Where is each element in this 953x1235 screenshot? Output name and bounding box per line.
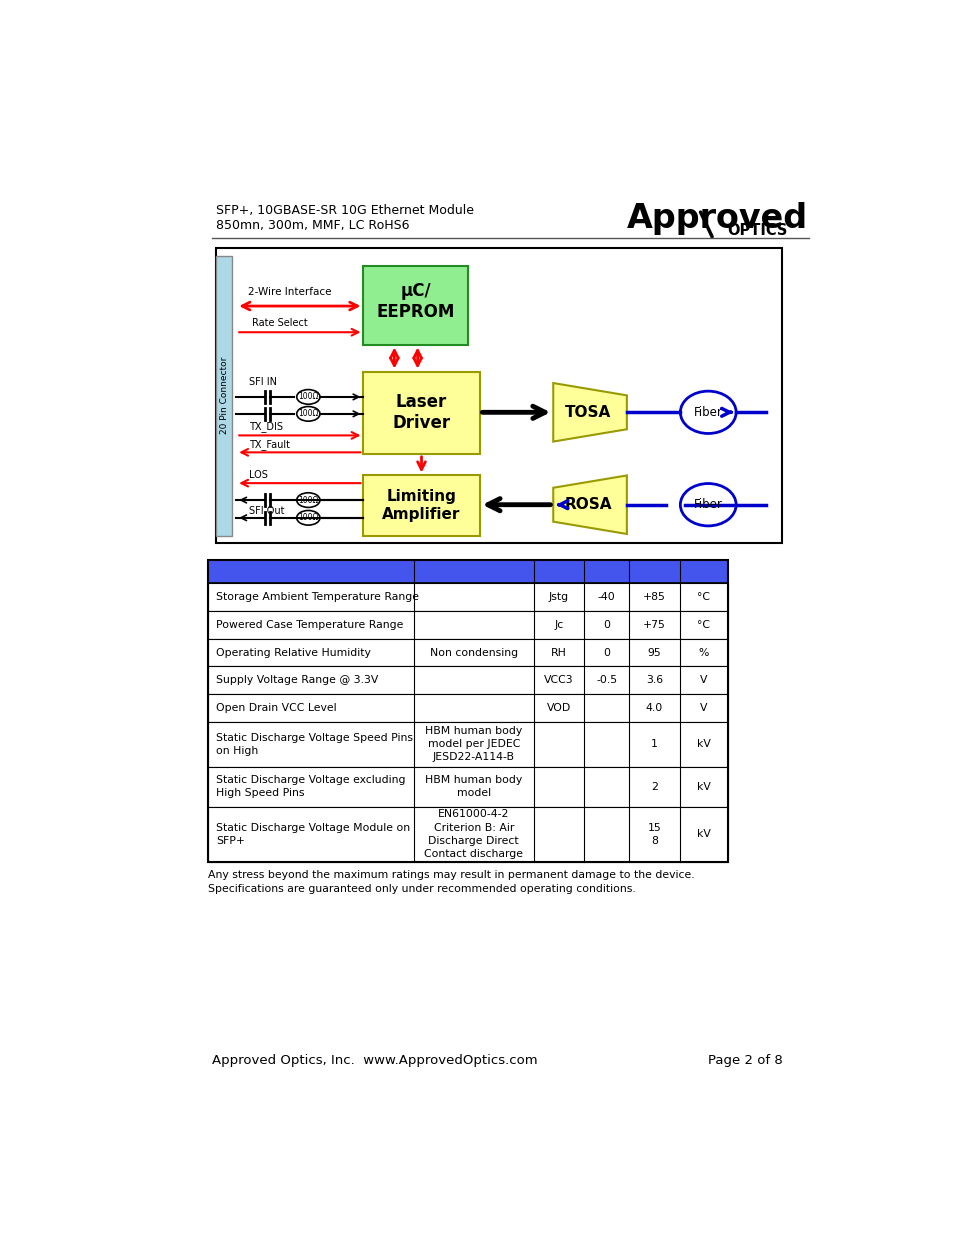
Text: Approved Optics, Inc.  www.ApprovedOptics.com: Approved Optics, Inc. www.ApprovedOptics… bbox=[212, 1055, 537, 1067]
Text: Non condensing: Non condensing bbox=[429, 647, 517, 657]
Text: 3.6: 3.6 bbox=[645, 676, 662, 685]
Text: 4.0: 4.0 bbox=[645, 703, 662, 713]
Text: -0.5: -0.5 bbox=[596, 676, 617, 685]
Text: VOD: VOD bbox=[546, 703, 571, 713]
Ellipse shape bbox=[679, 484, 736, 526]
Text: Page 2 of 8: Page 2 of 8 bbox=[707, 1055, 782, 1067]
Ellipse shape bbox=[296, 389, 319, 404]
Bar bbox=[208, 721, 727, 767]
Text: °C: °C bbox=[697, 592, 709, 603]
Text: 20 Pin Connector: 20 Pin Connector bbox=[219, 357, 229, 435]
Text: VCC3: VCC3 bbox=[543, 676, 574, 685]
Text: Rate Select: Rate Select bbox=[252, 319, 307, 329]
Text: 100Ω: 100Ω bbox=[298, 495, 318, 505]
Bar bbox=[363, 475, 479, 536]
Text: RH: RH bbox=[551, 647, 566, 657]
Text: Static Discharge Voltage Module on
SFP+: Static Discharge Voltage Module on SFP+ bbox=[216, 823, 410, 846]
Text: kV: kV bbox=[696, 740, 710, 750]
Text: 100Ω: 100Ω bbox=[298, 514, 318, 522]
Text: kV: kV bbox=[696, 829, 710, 840]
Bar bbox=[208, 561, 727, 862]
Bar bbox=[363, 372, 479, 454]
Text: Fiber: Fiber bbox=[693, 406, 722, 419]
Text: Storage Ambient Temperature Range: Storage Ambient Temperature Range bbox=[216, 592, 418, 603]
Text: °C: °C bbox=[697, 620, 709, 630]
Text: +75: +75 bbox=[642, 620, 665, 630]
Text: EN61000-4-2
Criterion B: Air
Discharge Direct
Contact discharge: EN61000-4-2 Criterion B: Air Discharge D… bbox=[424, 809, 523, 860]
Text: Fiber: Fiber bbox=[693, 498, 722, 511]
Text: Supply Voltage Range @ 3.3V: Supply Voltage Range @ 3.3V bbox=[216, 676, 378, 685]
Text: HBM human body
model: HBM human body model bbox=[425, 774, 522, 798]
Text: Limiting
Amplifier: Limiting Amplifier bbox=[382, 489, 460, 521]
Text: Jc: Jc bbox=[554, 620, 563, 630]
Text: 95: 95 bbox=[647, 647, 660, 657]
Text: 15
8: 15 8 bbox=[647, 823, 660, 846]
Text: 0: 0 bbox=[602, 620, 610, 630]
Text: Open Drain VCC Level: Open Drain VCC Level bbox=[216, 703, 336, 713]
Text: Laser
Driver: Laser Driver bbox=[392, 393, 450, 432]
Text: Static Discharge Voltage Speed Pins
on High: Static Discharge Voltage Speed Pins on H… bbox=[216, 732, 413, 756]
Text: SFP+, 10GBASE-SR 10G Ethernet Module: SFP+, 10GBASE-SR 10G Ethernet Module bbox=[216, 205, 474, 217]
Text: OPTICS: OPTICS bbox=[727, 222, 787, 238]
Text: Approved: Approved bbox=[626, 203, 807, 235]
Text: Operating Relative Humidity: Operating Relative Humidity bbox=[216, 647, 371, 657]
Text: TX_Fault: TX_Fault bbox=[249, 438, 290, 450]
Text: 100Ω: 100Ω bbox=[298, 393, 318, 401]
Text: SFI IN: SFI IN bbox=[249, 377, 277, 387]
Ellipse shape bbox=[296, 493, 319, 508]
Bar bbox=[208, 806, 727, 862]
Polygon shape bbox=[553, 475, 626, 534]
Ellipse shape bbox=[296, 406, 319, 421]
Text: Jstg: Jstg bbox=[548, 592, 569, 603]
Bar bbox=[216, 248, 781, 543]
Text: 850mn, 300m, MMF, LC RoHS6: 850mn, 300m, MMF, LC RoHS6 bbox=[216, 219, 409, 232]
Text: Any stress beyond the maximum ratings may result in permanent damage to the devi: Any stress beyond the maximum ratings ma… bbox=[208, 869, 695, 894]
Bar bbox=[208, 583, 727, 611]
Ellipse shape bbox=[296, 510, 319, 525]
Text: 2-Wire Interface: 2-Wire Interface bbox=[248, 288, 331, 298]
Text: LOS: LOS bbox=[249, 469, 268, 479]
Bar bbox=[363, 266, 468, 345]
Text: 1: 1 bbox=[650, 740, 658, 750]
Text: Powered Case Temperature Range: Powered Case Temperature Range bbox=[216, 620, 403, 630]
Text: kV: kV bbox=[696, 782, 710, 792]
Text: HBM human body
model per JEDEC
JESD22-A114-B: HBM human body model per JEDEC JESD22-A1… bbox=[425, 726, 522, 762]
Text: %: % bbox=[698, 647, 708, 657]
Text: SFI Out: SFI Out bbox=[249, 506, 285, 516]
Bar bbox=[208, 638, 727, 667]
Text: 2: 2 bbox=[650, 782, 658, 792]
Text: V: V bbox=[700, 703, 706, 713]
Text: +85: +85 bbox=[642, 592, 665, 603]
Text: μC/
EEPROM: μC/ EEPROM bbox=[376, 282, 455, 321]
Text: TX_DIS: TX_DIS bbox=[249, 421, 283, 432]
Text: Static Discharge Voltage excluding
High Speed Pins: Static Discharge Voltage excluding High … bbox=[216, 774, 405, 798]
Text: ROSA: ROSA bbox=[564, 498, 611, 513]
Bar bbox=[208, 767, 727, 806]
Ellipse shape bbox=[679, 391, 736, 433]
Polygon shape bbox=[553, 383, 626, 442]
Text: TOSA: TOSA bbox=[564, 405, 611, 420]
Bar bbox=[208, 611, 727, 638]
Text: 0: 0 bbox=[602, 647, 610, 657]
Text: 100Ω: 100Ω bbox=[298, 409, 318, 419]
Bar bbox=[208, 694, 727, 721]
Bar bbox=[208, 667, 727, 694]
Text: V: V bbox=[700, 676, 706, 685]
Bar bbox=[216, 256, 233, 536]
Bar bbox=[208, 561, 727, 583]
Text: -40: -40 bbox=[598, 592, 615, 603]
